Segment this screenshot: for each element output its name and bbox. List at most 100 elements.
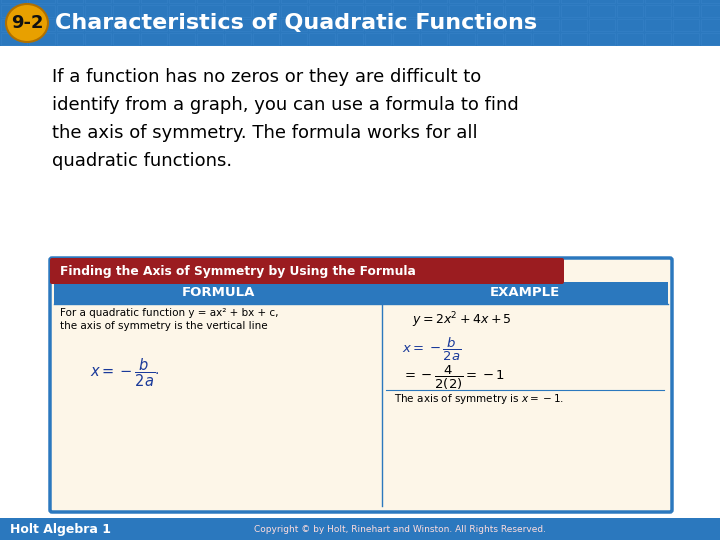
Bar [85, 5, 111, 17]
Text: $= -\dfrac{4}{2(2)} = -1$: $= -\dfrac{4}{2(2)} = -1$ [402, 364, 505, 392]
Bar [169, 19, 195, 31]
Bar [1, 5, 27, 17]
Bar [673, 5, 699, 17]
Bar [29, 0, 55, 3]
Bar [589, 0, 615, 3]
Text: If a function has no zeros or they are difficult to: If a function has no zeros or they are d… [52, 68, 481, 86]
Text: Characteristics of Quadratic Functions: Characteristics of Quadratic Functions [55, 13, 537, 33]
Bar [561, 5, 587, 17]
Bar [281, 5, 307, 17]
Bar [645, 33, 671, 45]
Bar [477, 5, 503, 17]
Bar [617, 33, 643, 45]
Bar [393, 33, 419, 45]
Bar [281, 19, 307, 31]
Bar [505, 0, 531, 3]
Bar [477, 0, 503, 3]
Bar [533, 33, 559, 45]
Bar [225, 33, 251, 45]
Bar [477, 33, 503, 45]
Bar [421, 19, 447, 31]
Bar [561, 0, 587, 3]
Bar [421, 33, 447, 45]
Bar [1, 0, 27, 3]
Bar [701, 0, 720, 3]
Ellipse shape [6, 4, 48, 42]
Bar [589, 19, 615, 31]
Bar [449, 19, 475, 31]
Bar [589, 33, 615, 45]
Text: For a quadratic function y = ax² + bx + c,: For a quadratic function y = ax² + bx + … [60, 308, 279, 318]
Bar [113, 33, 139, 45]
FancyBboxPatch shape [50, 258, 672, 512]
Text: the axis of symmetry. The formula works for all: the axis of symmetry. The formula works … [52, 124, 477, 142]
Bar [0, 0, 720, 46]
Bar [1, 33, 27, 45]
Bar [533, 0, 559, 3]
Bar [225, 5, 251, 17]
Bar [169, 0, 195, 3]
Text: .: . [155, 363, 159, 377]
Bar [645, 0, 671, 3]
Bar [449, 0, 475, 3]
Bar [253, 33, 279, 45]
Bar [85, 19, 111, 31]
Bar [337, 0, 363, 3]
Bar [225, 0, 251, 3]
Bar [673, 33, 699, 45]
Bar [365, 0, 391, 3]
Text: quadratic functions.: quadratic functions. [52, 152, 232, 170]
Bar [197, 5, 223, 17]
Bar [365, 19, 391, 31]
Bar [113, 19, 139, 31]
Bar [673, 0, 699, 3]
Text: identify from a graph, you can use a formula to find: identify from a graph, you can use a for… [52, 96, 518, 114]
Bar [309, 5, 335, 17]
Bar [337, 33, 363, 45]
Bar [617, 19, 643, 31]
Bar [561, 19, 587, 31]
Bar [533, 19, 559, 31]
Bar [337, 5, 363, 17]
Bar [617, 0, 643, 3]
Bar [85, 33, 111, 45]
Bar [281, 33, 307, 45]
Text: The axis of symmetry is $x = -1$.: The axis of symmetry is $x = -1$. [394, 392, 564, 406]
Bar [29, 19, 55, 31]
Bar [477, 19, 503, 31]
Text: FORMULA: FORMULA [181, 287, 255, 300]
Bar [421, 5, 447, 17]
Bar [225, 19, 251, 31]
Bar [29, 5, 55, 17]
Bar [169, 5, 195, 17]
Bar [57, 5, 83, 17]
Bar [57, 33, 83, 45]
Bar [365, 5, 391, 17]
Bar [0, 518, 720, 540]
Bar [645, 5, 671, 17]
Bar [57, 19, 83, 31]
Bar [309, 33, 335, 45]
Bar [589, 5, 615, 17]
Text: $x = -\dfrac{b}{2a}$: $x = -\dfrac{b}{2a}$ [402, 336, 462, 363]
Bar [253, 0, 279, 3]
Bar [281, 0, 307, 3]
Bar [141, 33, 167, 45]
Bar [309, 0, 335, 3]
Bar [393, 5, 419, 17]
Bar [449, 5, 475, 17]
Bar [561, 33, 587, 45]
Bar [505, 33, 531, 45]
Bar [113, 0, 139, 3]
Bar [57, 0, 83, 3]
Bar [197, 0, 223, 3]
Text: Finding the Axis of Symmetry by Using the Formula: Finding the Axis of Symmetry by Using th… [60, 265, 416, 278]
Bar [197, 19, 223, 31]
Bar [309, 19, 335, 31]
Bar [141, 19, 167, 31]
Bar [673, 19, 699, 31]
Bar [393, 0, 419, 3]
Bar [365, 33, 391, 45]
Bar [113, 5, 139, 17]
Bar [1, 19, 27, 31]
